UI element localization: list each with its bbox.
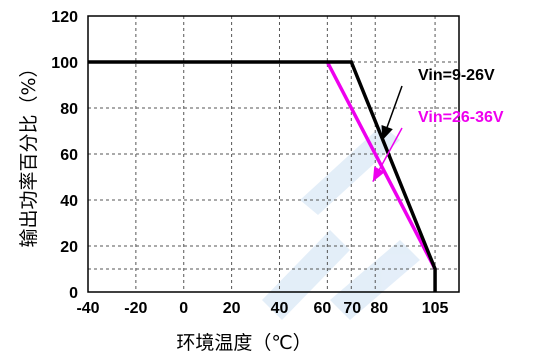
tick-labels: -40 -20 0 20 40 60 70 80 105 0 20 40 60 80 100 120	[51, 9, 448, 317]
plot-frame	[87, 15, 460, 293]
y-tick-label: 0	[69, 285, 78, 302]
annotation-label: Vin=9-26V	[418, 67, 495, 84]
series-line	[88, 60, 437, 292]
x-tick-label: 0	[179, 300, 188, 317]
y-tick-label: 40	[60, 193, 78, 210]
annotations: Vin=9-26V Vin=26-36V	[372, 67, 504, 182]
y-tick-label: 20	[60, 239, 78, 256]
x-tick-label: 20	[223, 300, 241, 317]
x-tick-label: 105	[422, 300, 449, 317]
y-axis-title: 输出功率百分比（%）	[18, 58, 40, 247]
x-tick-label: 40	[271, 300, 289, 317]
x-tick-label: 80	[370, 300, 388, 317]
x-axis-title: 环境温度（℃）	[176, 332, 311, 354]
x-tick-label: -40	[76, 300, 99, 317]
annotation-arrowhead	[381, 124, 393, 141]
y-tick-label: 120	[51, 9, 78, 26]
y-tick-label: 80	[60, 101, 78, 118]
plot-border	[87, 15, 460, 293]
annotation-label: Vin=26-36V	[418, 109, 504, 126]
annotation-arrowhead	[372, 166, 385, 182]
x-tick-label: -20	[124, 300, 147, 317]
x-tick-label: 60	[313, 300, 331, 317]
x-tick-label: 70	[343, 300, 361, 317]
y-tick-label: 60	[60, 147, 78, 164]
y-tick-label: 100	[51, 55, 78, 72]
